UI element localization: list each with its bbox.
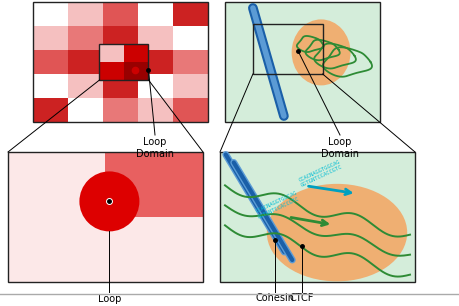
Bar: [103, 50, 138, 74]
Bar: [252, 24, 322, 74]
Bar: [173, 98, 207, 122]
Bar: [33, 74, 68, 98]
Bar: [68, 26, 103, 50]
Text: Loop: Loop: [97, 294, 121, 304]
Bar: [219, 152, 414, 282]
Bar: [138, 74, 173, 98]
Bar: [173, 26, 207, 50]
Bar: [68, 2, 103, 26]
Bar: [105, 217, 202, 282]
Bar: [103, 2, 138, 26]
Text: CTCF: CTCF: [289, 293, 313, 303]
Ellipse shape: [266, 184, 406, 281]
Bar: [33, 98, 68, 122]
Bar: [173, 2, 207, 26]
Bar: [99, 44, 148, 80]
Bar: [103, 98, 138, 122]
Ellipse shape: [291, 19, 350, 85]
Bar: [33, 2, 207, 122]
Bar: [138, 26, 173, 50]
Bar: [124, 62, 148, 80]
Bar: [224, 2, 379, 122]
Text: Loop
Domain: Loop Domain: [320, 137, 358, 159]
Bar: [8, 152, 105, 217]
Circle shape: [79, 171, 139, 231]
Bar: [173, 50, 207, 74]
Bar: [99, 44, 124, 62]
Bar: [33, 2, 68, 26]
Bar: [138, 50, 173, 74]
Bar: [68, 74, 103, 98]
Bar: [33, 26, 68, 50]
Bar: [103, 26, 138, 50]
Text: Cohesin: Cohesin: [255, 293, 293, 303]
Bar: [105, 152, 202, 217]
Bar: [124, 44, 148, 62]
Bar: [68, 98, 103, 122]
Bar: [68, 50, 103, 74]
Text: CCACNAGGTGGCAG
GGTGNTCCACCGTC: CCACNAGGTGGCAG GGTGNTCCACCGTC: [297, 159, 343, 188]
Bar: [99, 62, 124, 80]
Bar: [33, 50, 68, 74]
Bar: [138, 2, 173, 26]
Bar: [8, 217, 105, 282]
Bar: [173, 74, 207, 98]
Text: CCACNAGGTGGCAG
GGTGNTCCACCGTC: CCACNAGGTGGCAG GGTGNTCCACCGTC: [255, 191, 300, 220]
Bar: [8, 152, 202, 282]
Bar: [138, 98, 173, 122]
Text: Loop
Domain: Loop Domain: [136, 137, 174, 159]
Bar: [103, 74, 138, 98]
